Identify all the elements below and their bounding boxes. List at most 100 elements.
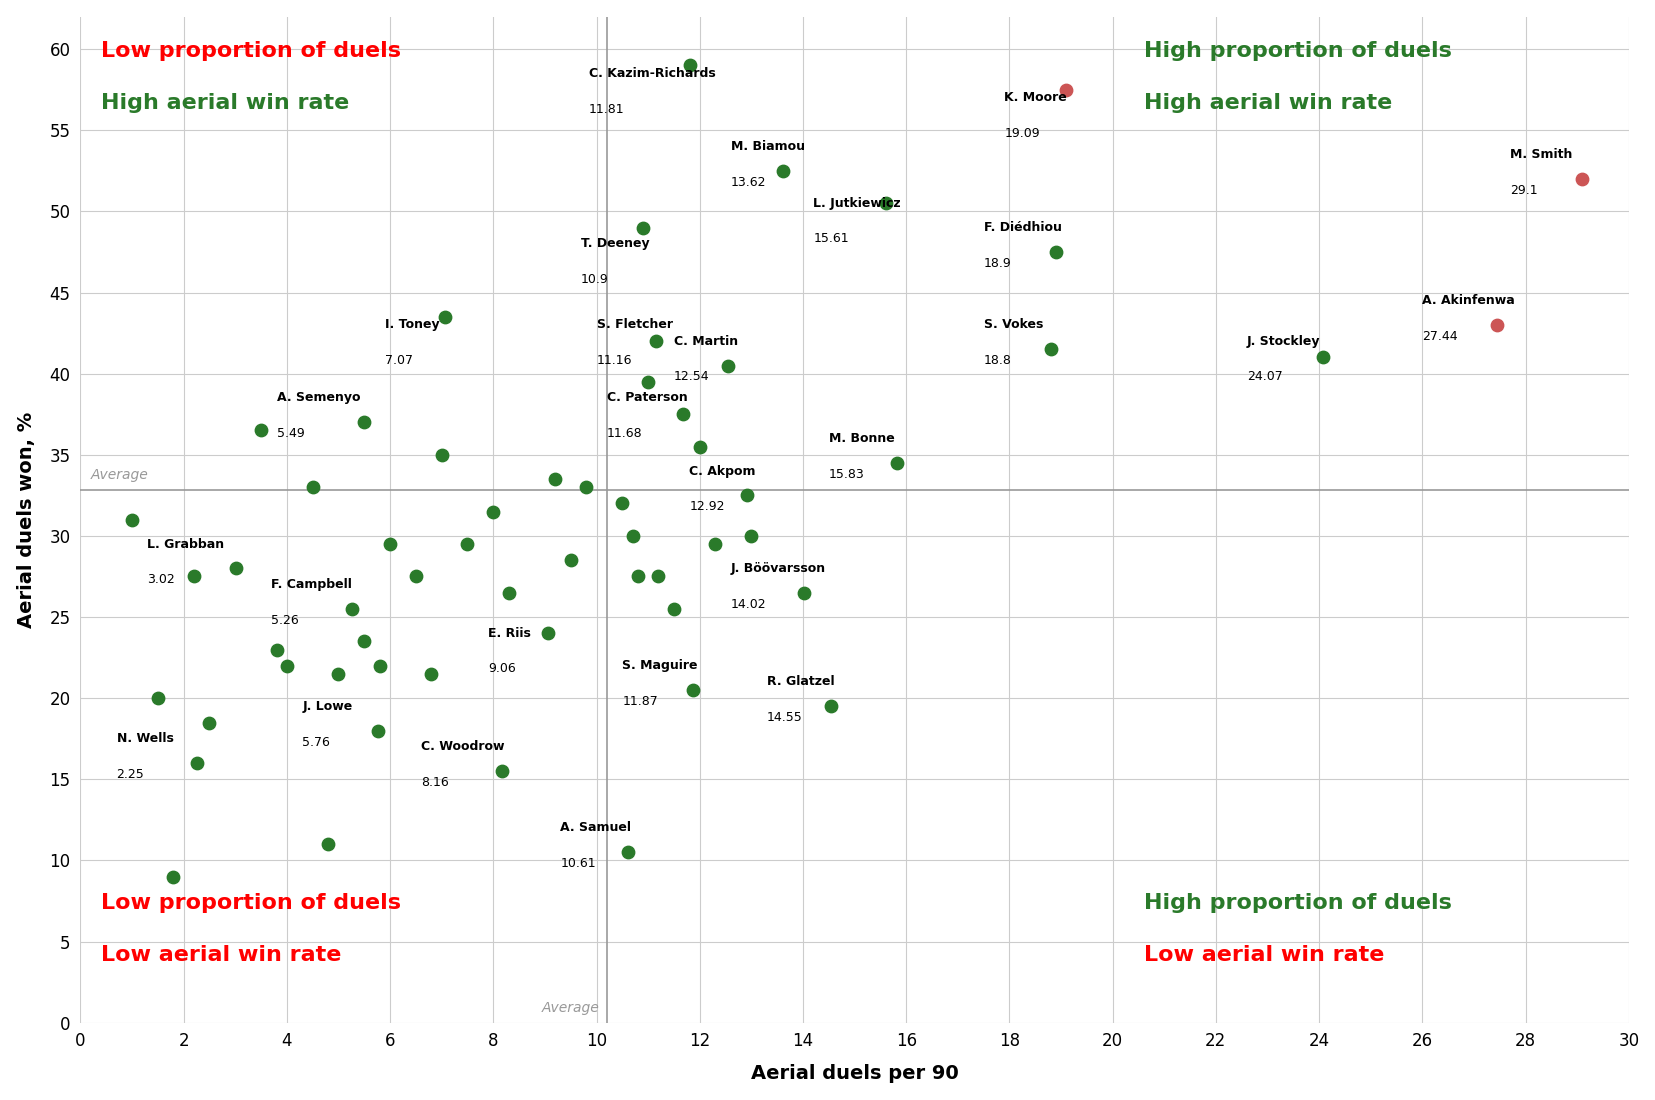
Point (402, 568, 429, 585)
Point (314, 835, 341, 852)
Point (300, 478, 326, 496)
Point (338, 601, 364, 618)
Text: High aerial win rate: High aerial win rate (1144, 92, 1390, 113)
Text: M. Biamou: M. Biamou (730, 140, 804, 153)
Point (702, 536, 728, 553)
Text: T. Deeney: T. Deeney (581, 238, 649, 251)
Point (453, 536, 480, 553)
Text: L. Jutkiewicz: L. Jutkiewicz (813, 197, 900, 210)
Text: S. Vokes: S. Vokes (983, 319, 1043, 331)
Text: A. Akinfenwa: A. Akinfenwa (1422, 294, 1514, 307)
Text: 12.54: 12.54 (674, 371, 708, 384)
Text: 29.1: 29.1 (1509, 184, 1537, 197)
Point (1036, 341, 1063, 359)
Text: High aerial win rate: High aerial win rate (101, 92, 349, 113)
Point (619, 527, 645, 544)
X-axis label: Aerial duels per 90: Aerial duels per 90 (750, 1065, 958, 1084)
Point (1569, 170, 1595, 188)
Text: 13.62: 13.62 (730, 176, 766, 189)
Text: 8.16: 8.16 (420, 777, 449, 789)
Text: Low proportion of duels: Low proportion of duels (101, 893, 401, 913)
Point (324, 666, 351, 683)
Point (248, 421, 275, 439)
Point (351, 414, 377, 431)
Point (1309, 349, 1336, 366)
Text: High proportion of duels: High proportion of duels (1144, 893, 1451, 913)
Point (535, 625, 561, 642)
Text: 11.68: 11.68 (606, 427, 642, 440)
Point (733, 486, 760, 504)
Text: Average: Average (541, 1001, 599, 1014)
Text: 11.87: 11.87 (622, 695, 657, 708)
Point (144, 690, 170, 707)
Text: 12.92: 12.92 (688, 500, 725, 514)
Point (364, 722, 391, 739)
Text: S. Fletcher: S. Fletcher (596, 319, 672, 331)
Point (770, 162, 796, 179)
Point (680, 681, 707, 698)
Point (541, 471, 568, 488)
Point (634, 373, 660, 390)
Text: 10.9: 10.9 (581, 273, 609, 286)
Point (687, 438, 713, 455)
Text: C. Martin: C. Martin (674, 334, 738, 348)
Point (670, 406, 697, 424)
Text: Low aerial win rate: Low aerial win rate (1144, 945, 1384, 965)
Text: 9.06: 9.06 (488, 662, 516, 675)
Text: 19.09: 19.09 (1003, 126, 1039, 140)
Text: 18.8: 18.8 (983, 354, 1011, 367)
Text: 18.9: 18.9 (983, 256, 1011, 270)
Point (1043, 243, 1069, 261)
Text: 15.83: 15.83 (828, 468, 864, 481)
Text: A. Samuel: A. Samuel (559, 822, 631, 835)
Point (624, 568, 650, 585)
Text: 11.16: 11.16 (596, 354, 632, 367)
Point (263, 640, 290, 658)
Text: 3.02: 3.02 (147, 573, 175, 586)
Text: High proportion of duels: High proportion of duels (1144, 41, 1451, 60)
Text: M. Bonne: M. Bonne (828, 432, 894, 446)
Point (273, 657, 300, 674)
Point (429, 446, 455, 463)
Point (195, 714, 222, 732)
Point (558, 551, 584, 569)
Point (223, 560, 250, 578)
Text: M. Smith: M. Smith (1509, 148, 1572, 161)
Point (366, 657, 392, 674)
Point (629, 219, 655, 236)
Point (677, 56, 703, 74)
Text: 2.25: 2.25 (116, 768, 144, 781)
Point (738, 527, 765, 544)
Point (660, 601, 687, 618)
Point (713, 356, 740, 374)
Text: 7.07: 7.07 (384, 354, 412, 367)
Text: S. Maguire: S. Maguire (622, 659, 697, 672)
Point (614, 844, 640, 861)
Point (417, 666, 444, 683)
Text: R. Glatzel: R. Glatzel (766, 675, 834, 689)
Text: A. Semenyo: A. Semenyo (276, 392, 359, 405)
Point (432, 308, 458, 326)
Point (184, 755, 210, 772)
Point (1053, 81, 1079, 99)
Text: 10.61: 10.61 (559, 857, 596, 870)
Point (180, 568, 207, 585)
Text: 5.76: 5.76 (303, 736, 329, 748)
Text: C. Akpom: C. Akpom (688, 464, 755, 477)
Point (1483, 316, 1509, 333)
Point (818, 697, 844, 715)
Text: E. Riis: E. Riis (488, 627, 531, 640)
Text: 24.07: 24.07 (1246, 371, 1283, 384)
Text: N. Wells: N. Wells (116, 733, 174, 745)
Point (377, 536, 404, 553)
Text: F. Diédhiou: F. Diédhiou (983, 221, 1061, 234)
Text: J. Böövarsson: J. Böövarsson (730, 562, 826, 575)
Text: 15.61: 15.61 (813, 232, 849, 245)
Point (161, 868, 187, 886)
Text: K. Moore: K. Moore (1003, 91, 1066, 104)
Text: 27.44: 27.44 (1422, 330, 1456, 343)
Point (488, 762, 515, 780)
Point (119, 510, 146, 528)
Text: 5.49: 5.49 (276, 427, 305, 440)
Point (480, 503, 506, 520)
